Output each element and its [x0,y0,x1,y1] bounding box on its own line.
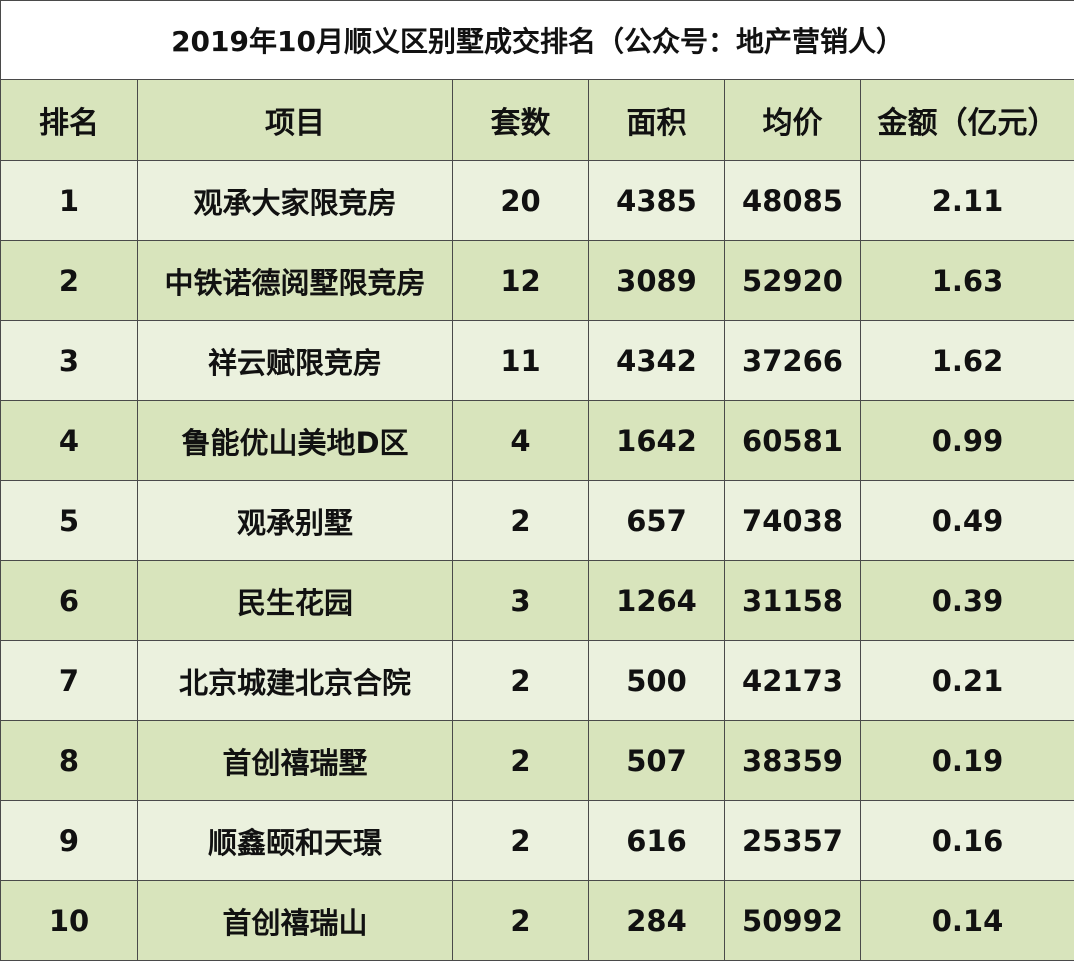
cell-rank: 9 [0,800,138,881]
cell-area: 284 [588,880,725,961]
cell-avg-price: 52920 [724,240,861,321]
cell-amount: 0.39 [859,560,1074,641]
cell-units: 3 [452,560,589,641]
cell-amount: 0.19 [859,720,1074,801]
cell-units: 2 [452,640,589,721]
cell-rank: 7 [0,640,138,721]
cell-rank: 10 [0,880,138,961]
cell-amount: 2.11 [859,160,1074,241]
cell-project: 中铁诺德阅墅限竞房 [137,240,453,321]
cell-rank: 4 [0,400,138,481]
cell-amount: 1.63 [859,240,1074,321]
cell-rank: 1 [0,160,138,241]
cell-avg-price: 74038 [724,480,861,561]
cell-avg-price: 60581 [724,400,861,481]
cell-avg-price: 50992 [724,880,861,961]
cell-area: 3089 [588,240,725,321]
cell-amount: 0.21 [859,640,1074,721]
cell-project: 鲁能优山美地D区 [137,400,453,481]
cell-units: 4 [452,400,589,481]
cell-project: 北京城建北京合院 [137,640,453,721]
cell-units: 2 [452,880,589,961]
cell-rank: 5 [0,480,138,561]
cell-rank: 6 [0,560,138,641]
cell-avg-price: 38359 [724,720,861,801]
column-header-units: 套数 [452,79,589,161]
cell-area: 1642 [588,400,725,481]
cell-project: 首创禧瑞山 [137,880,453,961]
column-header-amount: 金额（亿元） [859,79,1074,161]
cell-amount: 1.62 [859,320,1074,401]
column-header-project: 项目 [137,79,453,161]
cell-area: 1264 [588,560,725,641]
table-row: 1 观承大家限竞房 20 4385 48085 2.11 [0,160,1074,241]
cell-avg-price: 25357 [724,800,861,881]
cell-amount: 0.99 [859,400,1074,481]
header-row: 排名 项目 套数 面积 均价 金额（亿元） [0,79,1074,161]
cell-rank: 8 [0,720,138,801]
table-body: 1 观承大家限竞房 20 4385 48085 2.11 2 中铁诺德阅墅限竞房… [0,160,1074,961]
cell-units: 2 [452,720,589,801]
cell-project: 祥云赋限竞房 [137,320,453,401]
cell-amount: 0.16 [859,800,1074,881]
cell-project: 民生花园 [137,560,453,641]
cell-avg-price: 48085 [724,160,861,241]
table-row: 5 观承别墅 2 657 74038 0.49 [0,480,1074,561]
column-header-area: 面积 [588,79,725,161]
cell-area: 616 [588,800,725,881]
cell-units: 2 [452,800,589,881]
cell-avg-price: 42173 [724,640,861,721]
cell-amount: 0.49 [859,480,1074,561]
cell-units: 2 [452,480,589,561]
cell-rank: 3 [0,320,138,401]
table-row: 9 顺鑫颐和天璟 2 616 25357 0.16 [0,800,1074,881]
cell-rank: 2 [0,240,138,321]
cell-project: 首创禧瑞墅 [137,720,453,801]
table-title: 2019年10月顺义区别墅成交排名（公众号：地产营销人） [0,0,1074,80]
table-row: 4 鲁能优山美地D区 4 1642 60581 0.99 [0,400,1074,481]
cell-area: 657 [588,480,725,561]
cell-units: 20 [452,160,589,241]
table-row: 10 首创禧瑞山 2 284 50992 0.14 [0,880,1074,961]
cell-amount: 0.14 [859,880,1074,961]
cell-area: 507 [588,720,725,801]
column-header-rank: 排名 [0,79,138,161]
cell-units: 11 [452,320,589,401]
cell-project: 观承大家限竞房 [137,160,453,241]
table-row: 8 首创禧瑞墅 2 507 38359 0.19 [0,720,1074,801]
cell-avg-price: 37266 [724,320,861,401]
table-row: 2 中铁诺德阅墅限竞房 12 3089 52920 1.63 [0,240,1074,321]
title-row: 2019年10月顺义区别墅成交排名（公众号：地产营销人） [0,0,1074,80]
column-header-avg-price: 均价 [724,79,861,161]
table-row: 3 祥云赋限竞房 11 4342 37266 1.62 [0,320,1074,401]
cell-area: 500 [588,640,725,721]
cell-project: 观承别墅 [137,480,453,561]
table-row: 6 民生花园 3 1264 31158 0.39 [0,560,1074,641]
table-row: 7 北京城建北京合院 2 500 42173 0.21 [0,640,1074,721]
cell-project: 顺鑫颐和天璟 [137,800,453,881]
cell-area: 4342 [588,320,725,401]
cell-area: 4385 [588,160,725,241]
cell-avg-price: 31158 [724,560,861,641]
cell-units: 12 [452,240,589,321]
